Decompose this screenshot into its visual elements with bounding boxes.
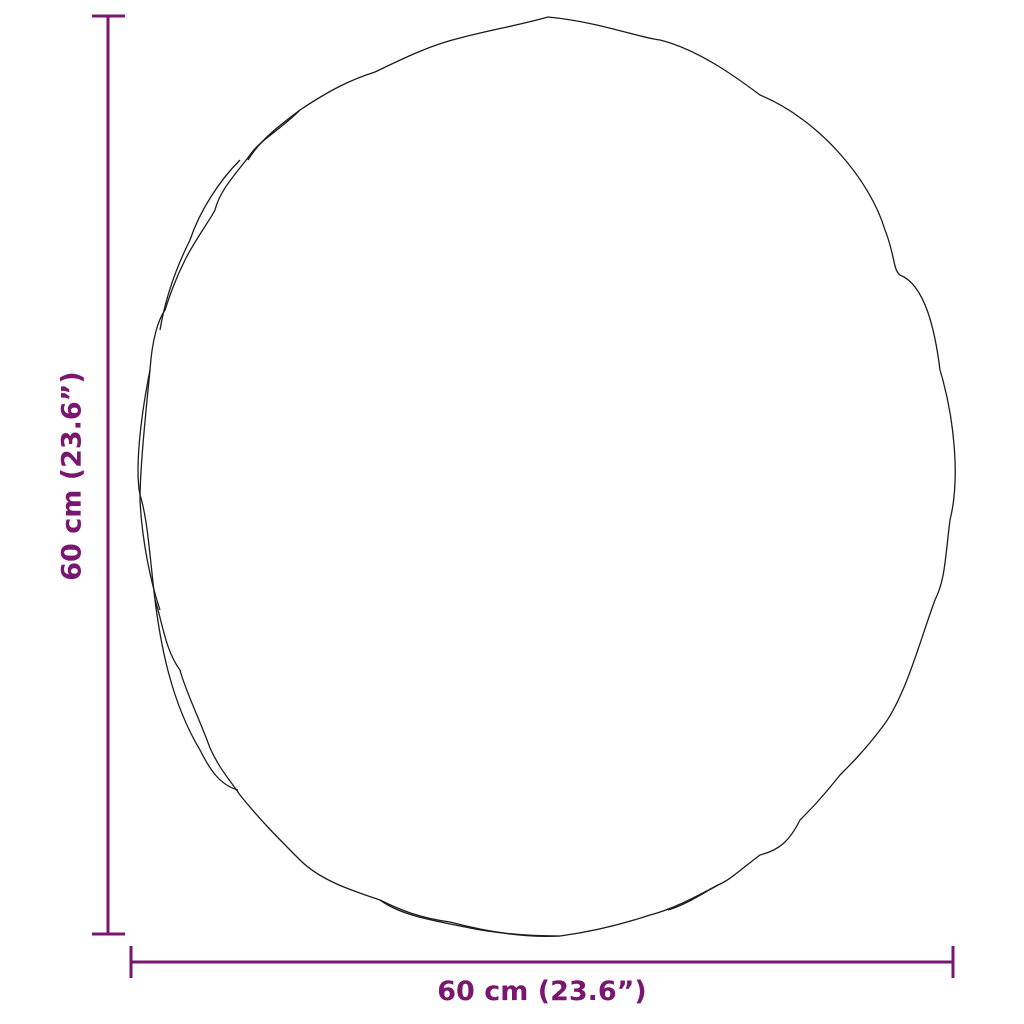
height-label: 60 cm (23.6”) — [56, 371, 88, 581]
width-label: 60 cm (23.6”) — [437, 976, 647, 1007]
width-dimension-line — [129, 946, 955, 978]
height-dimension-line — [92, 14, 125, 936]
mirror-outline — [137, 16, 956, 937]
